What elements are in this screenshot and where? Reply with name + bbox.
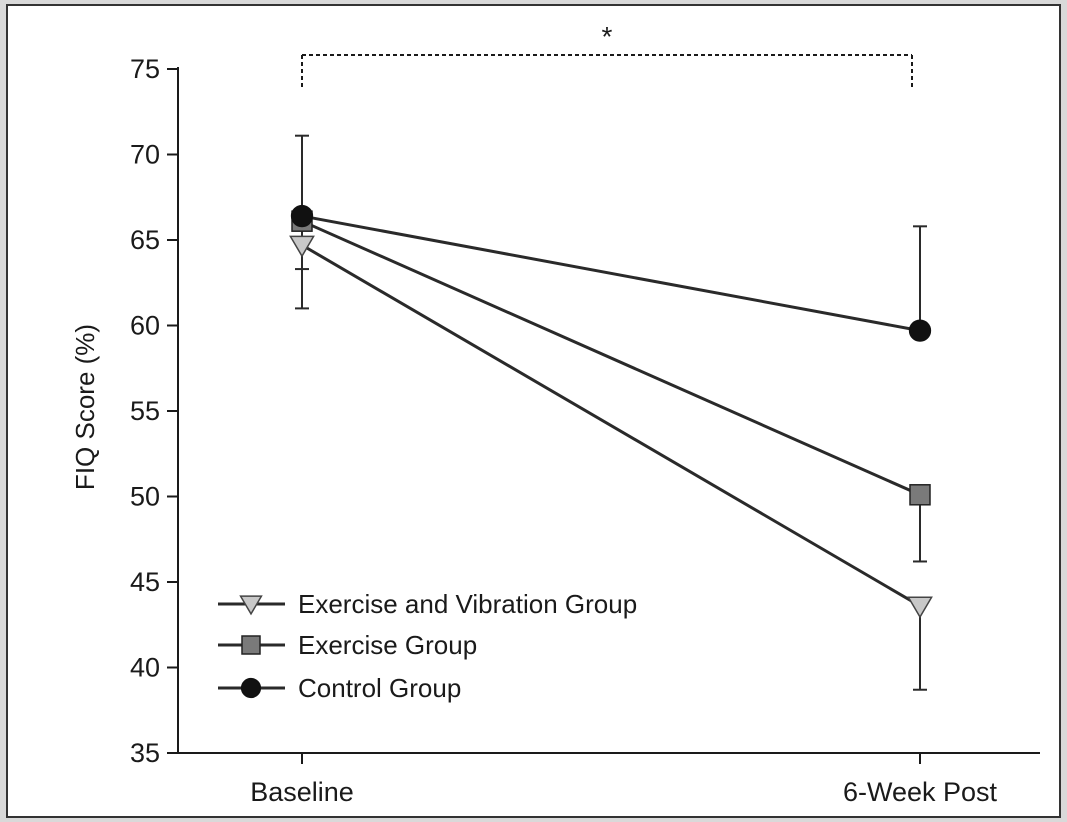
- y-tick-label: 50: [130, 482, 160, 512]
- significance-star: *: [602, 21, 613, 52]
- legend-label: Exercise and Vibration Group: [298, 589, 637, 619]
- data-point-marker: [290, 204, 314, 228]
- y-tick-label: 70: [130, 140, 160, 170]
- legend-label: Exercise Group: [298, 630, 477, 660]
- y-tick-label: 55: [130, 396, 160, 426]
- data-point-marker: [909, 484, 931, 506]
- y-axis-title: FIQ Score (%): [70, 324, 100, 490]
- legend: Exercise and Vibration Group Exercise Gro…: [218, 589, 637, 703]
- y-tick-label: 35: [130, 738, 160, 768]
- series-line: [301, 219, 921, 497]
- legend-marker: [239, 595, 263, 616]
- figure-frame: [6, 4, 1061, 818]
- data-point-marker: [907, 596, 933, 619]
- significance-bracket: [301, 54, 913, 90]
- series-lines: [301, 214, 921, 608]
- series-line: [301, 243, 921, 608]
- y-tick-label: 75: [130, 54, 160, 84]
- legend-marker: [241, 635, 261, 655]
- y-tick-label: 45: [130, 567, 160, 597]
- x-tick-label: Baseline: [250, 777, 354, 807]
- y-tick-label: 60: [130, 311, 160, 341]
- y-tick-labels: 35 40 45 50 55 60 65 70 75: [130, 54, 160, 768]
- series-markers: [289, 204, 933, 619]
- data-point-marker: [289, 235, 315, 258]
- x-tick-label: 6-Week Post: [843, 777, 998, 807]
- x-tick-labels: Baseline 6-Week Post: [250, 777, 997, 807]
- axes: [167, 67, 1040, 764]
- legend-marker: [240, 677, 262, 699]
- legend-label: Control Group: [298, 673, 461, 703]
- series-line: [301, 214, 921, 333]
- error-bars: [295, 134, 927, 691]
- y-tick-label: 40: [130, 653, 160, 683]
- data-point-marker: [908, 319, 932, 342]
- y-tick-label: 65: [130, 225, 160, 255]
